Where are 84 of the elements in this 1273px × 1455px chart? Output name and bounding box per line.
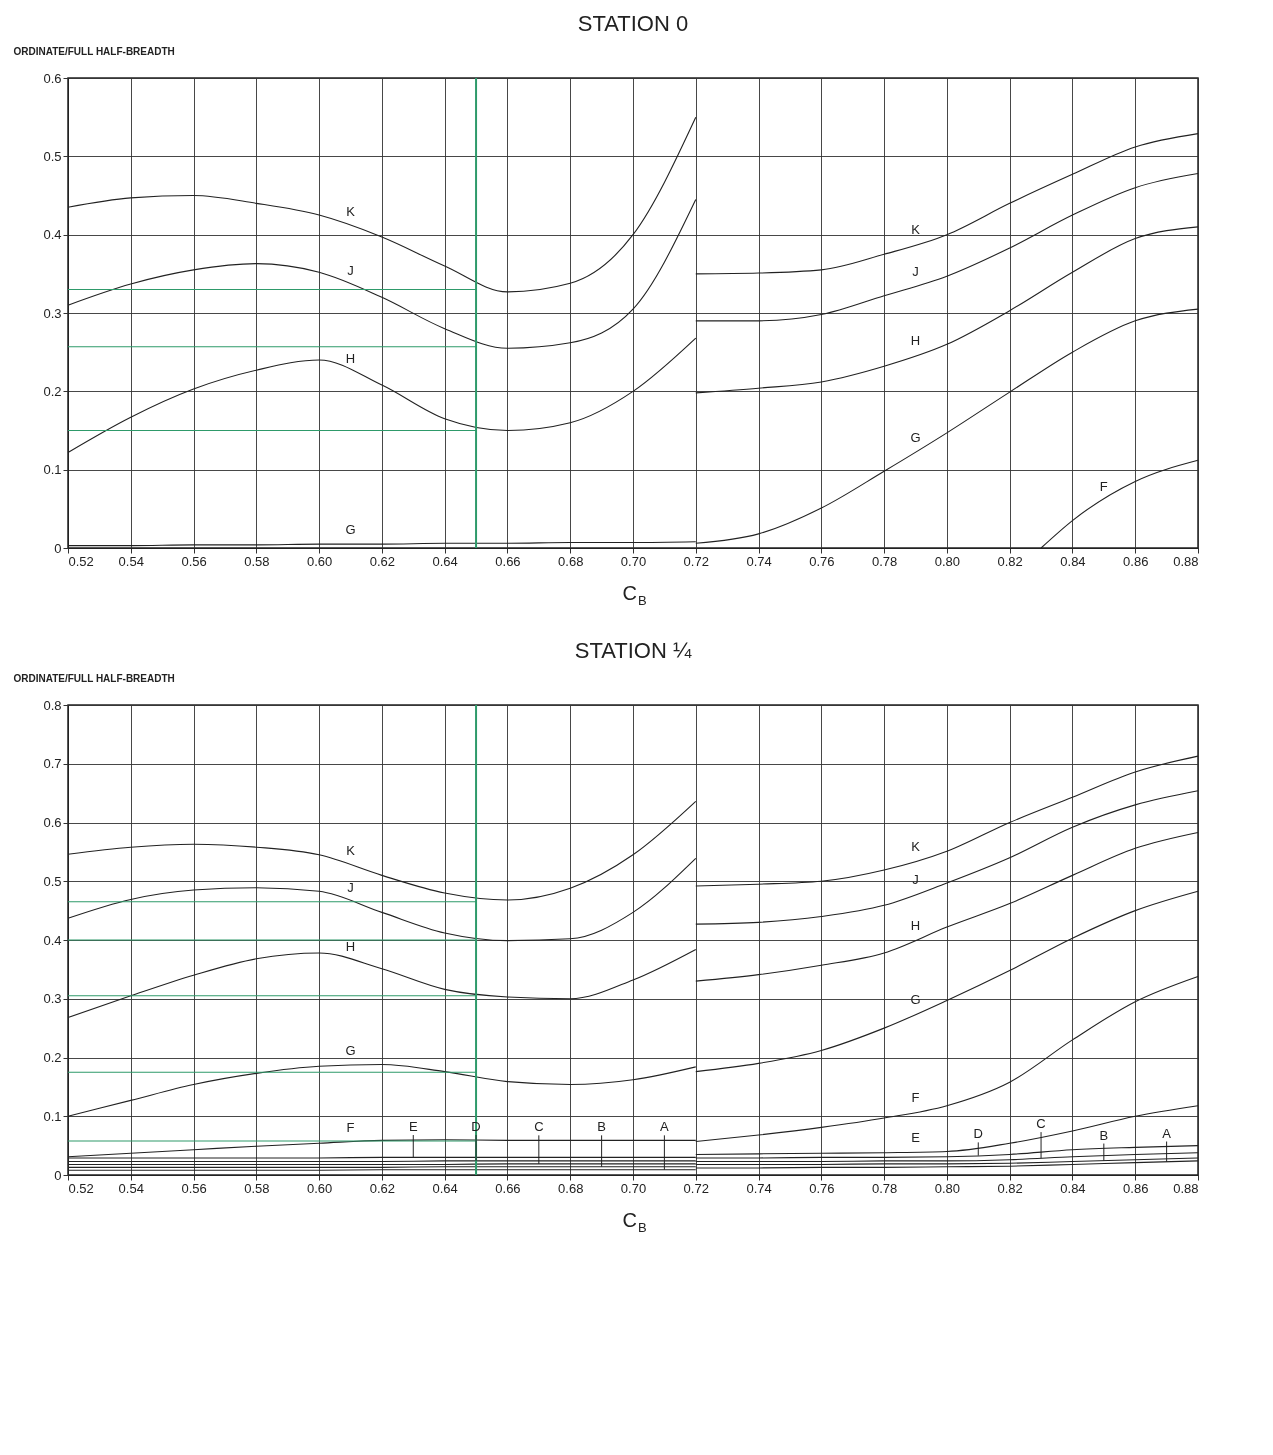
series-label: H (910, 918, 921, 933)
y-tick-label: 0.1 (43, 462, 62, 478)
x-tick-label: 0.52 (68, 553, 94, 569)
x-tick-label: 0.66 (495, 553, 521, 569)
x-tick-label: 0.70 (620, 553, 647, 569)
series-label: E (911, 1130, 921, 1146)
x-tick-label: 0.84 (1060, 553, 1086, 569)
x-tick-label: 0.86 (1123, 553, 1149, 569)
y-tick-label: 0.4 (43, 227, 62, 243)
series-label: E (408, 1119, 418, 1135)
series-label: A (1162, 1125, 1172, 1141)
series-label: H (345, 350, 356, 366)
x-tick-label: 0.64 (432, 553, 458, 569)
series-label: J (347, 262, 354, 278)
y-tick-label: 0.2 (43, 383, 62, 399)
text: B (597, 1119, 606, 1135)
series-label: K (911, 838, 921, 854)
series-label: G (345, 522, 356, 538)
x-tick-label: 0.80 (934, 553, 961, 569)
series-label: K (346, 843, 356, 859)
y-axis-title: ORDINATE/FULL HALF-BREADTH (13, 45, 175, 57)
y-tick-label: 0.5 (43, 873, 62, 889)
x-tick-label: 0.72 (683, 1180, 709, 1196)
series-label: K (911, 222, 921, 238)
text: A (660, 1119, 670, 1135)
x-tick-label: 0.88 (1173, 1180, 1199, 1196)
series-label: G (910, 430, 921, 446)
x-tick-label: 0.54 (118, 553, 144, 569)
y-tick-label: 0.4 (43, 932, 62, 948)
x-tick-label: 0.60 (306, 553, 333, 569)
series-label: K (346, 204, 356, 220)
series-label: J (912, 263, 919, 279)
x-tick-label: 0.56 (181, 1180, 207, 1196)
x-tick-label: 0.62 (369, 553, 396, 569)
series-label: B (1099, 1127, 1109, 1143)
x-tick-label: 0.84 (1060, 1180, 1086, 1196)
series-label: F (346, 1119, 355, 1135)
x-tick-label: 0.62 (369, 1180, 396, 1196)
chart-title: STATION 0 (577, 11, 689, 36)
x-tick-label: 0.64 (432, 1180, 458, 1196)
y-tick-label: 0.6 (43, 815, 62, 830)
x-tick-label: 0.70 (620, 1180, 647, 1196)
text: C (534, 1119, 544, 1135)
y-tick-label: 0.7 (43, 756, 62, 772)
x-tick-label: 0.78 (871, 553, 898, 569)
x-tick-label: 0.74 (746, 1180, 772, 1196)
y-tick-label: 0.1 (43, 1108, 62, 1124)
x-tick-label: 0.82 (997, 553, 1023, 569)
y-tick-label: 0 (54, 1167, 62, 1183)
y-tick-label: 0.5 (43, 148, 62, 164)
x-tick-label: 0.74 (746, 553, 772, 569)
y-axis-title: ORDINATE/FULL HALF-BREADTH (13, 672, 175, 684)
series-label: F (911, 1089, 920, 1105)
x-tick-label: 0.58 (244, 553, 270, 569)
series-label: G (345, 1043, 356, 1059)
y-tick-label: 0.8 (43, 697, 62, 713)
x-tick-label: 0.68 (558, 553, 584, 569)
x-tick-label: 0.58 (244, 1180, 270, 1196)
series-label: H (910, 333, 921, 349)
x-tick-label: 0.72 (683, 553, 709, 569)
x-tick-label: 0.76 (809, 553, 835, 569)
series-label: J (347, 879, 354, 895)
series-label: D (973, 1126, 983, 1142)
y-tick-label: 0.3 (43, 305, 62, 321)
series-label: H (345, 938, 356, 954)
x-tick-label: 0.86 (1123, 1180, 1149, 1196)
y-tick-label: 0.2 (43, 1050, 62, 1065)
x-tick-label: 0.68 (558, 1180, 584, 1196)
x-tick-label: 0.80 (934, 1180, 961, 1196)
y-tick-label: 0.6 (43, 70, 62, 86)
y-tick-label: 0 (54, 540, 62, 556)
x-tick-label: 0.78 (871, 1180, 898, 1196)
y-tick-label: 0.3 (43, 991, 62, 1007)
x-tick-label: 0.52 (68, 1180, 94, 1196)
x-tick-label: 0.66 (495, 1180, 521, 1196)
series-label: F (1099, 479, 1108, 494)
chart-title: STATION ¼ (574, 638, 692, 663)
x-tick-label: 0.56 (181, 553, 207, 569)
x-tick-label: 0.82 (997, 1180, 1023, 1196)
x-tick-label: 0.54 (118, 1180, 144, 1196)
x-tick-label: 0.60 (306, 1180, 333, 1196)
x-tick-label: 0.76 (809, 1180, 835, 1196)
text: C (1036, 1116, 1046, 1132)
x-tick-label: 0.88 (1173, 553, 1199, 569)
